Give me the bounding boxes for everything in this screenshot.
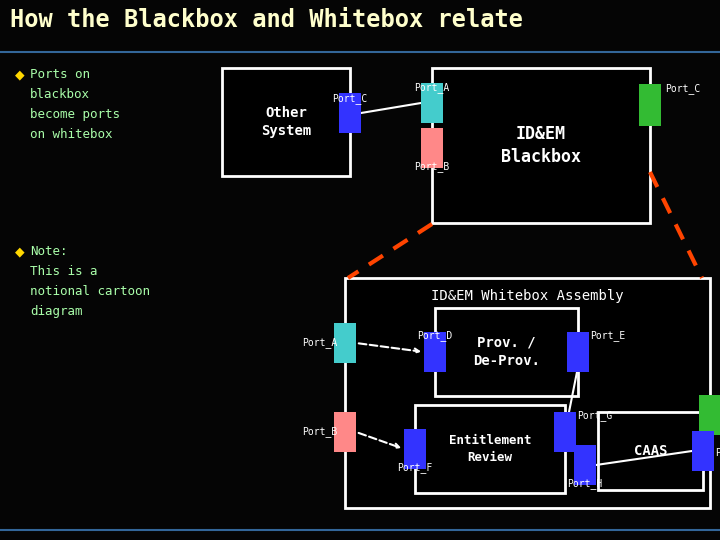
Bar xyxy=(334,323,356,363)
Bar xyxy=(432,68,650,223)
Text: Port_A: Port_A xyxy=(415,82,449,93)
Text: How the Blackbox and Whitebox relate: How the Blackbox and Whitebox relate xyxy=(10,8,523,32)
Text: Port_J: Port_J xyxy=(715,448,720,458)
Bar xyxy=(339,93,361,133)
Bar xyxy=(574,445,596,485)
Text: Ports on
blackbox
become ports
on whitebox: Ports on blackbox become ports on whiteb… xyxy=(30,68,120,141)
Bar xyxy=(567,332,589,372)
Text: ID&EM Whitebox Assembly: ID&EM Whitebox Assembly xyxy=(431,289,624,303)
Bar xyxy=(421,83,443,123)
Bar xyxy=(435,308,578,396)
Text: Port_B: Port_B xyxy=(415,161,449,172)
Text: ID&EM
Blackbox: ID&EM Blackbox xyxy=(501,125,581,166)
Text: Port_F: Port_F xyxy=(397,462,433,473)
Text: Port_D: Port_D xyxy=(418,330,453,341)
Bar xyxy=(699,395,720,435)
Text: ◆: ◆ xyxy=(15,245,24,258)
Bar xyxy=(222,68,350,176)
Text: Port_A: Port_A xyxy=(302,338,337,348)
Text: Note:
This is a
notional cartoon
diagram: Note: This is a notional cartoon diagram xyxy=(30,245,150,318)
Text: Other
System: Other System xyxy=(261,106,311,138)
Text: ◆: ◆ xyxy=(15,68,24,81)
Text: Port_G: Port_G xyxy=(577,410,612,421)
Bar xyxy=(692,431,714,471)
Bar xyxy=(554,412,576,452)
Bar xyxy=(415,405,565,493)
Text: Prov. /
De-Prov.: Prov. / De-Prov. xyxy=(473,336,540,368)
Text: Port_H: Port_H xyxy=(567,478,603,489)
Text: Port_E: Port_E xyxy=(590,330,625,341)
Bar xyxy=(334,412,356,452)
Bar xyxy=(424,332,446,372)
Bar xyxy=(404,429,426,469)
Text: Port_B: Port_B xyxy=(302,427,337,437)
Text: CAAS: CAAS xyxy=(634,444,667,458)
Bar xyxy=(421,128,443,168)
Text: Port_C: Port_C xyxy=(333,93,368,104)
Bar xyxy=(598,412,703,490)
Bar xyxy=(345,278,710,508)
Bar xyxy=(639,84,661,126)
Text: Entitlement
Review: Entitlement Review xyxy=(449,434,531,464)
Text: Port_C: Port_C xyxy=(665,83,701,94)
